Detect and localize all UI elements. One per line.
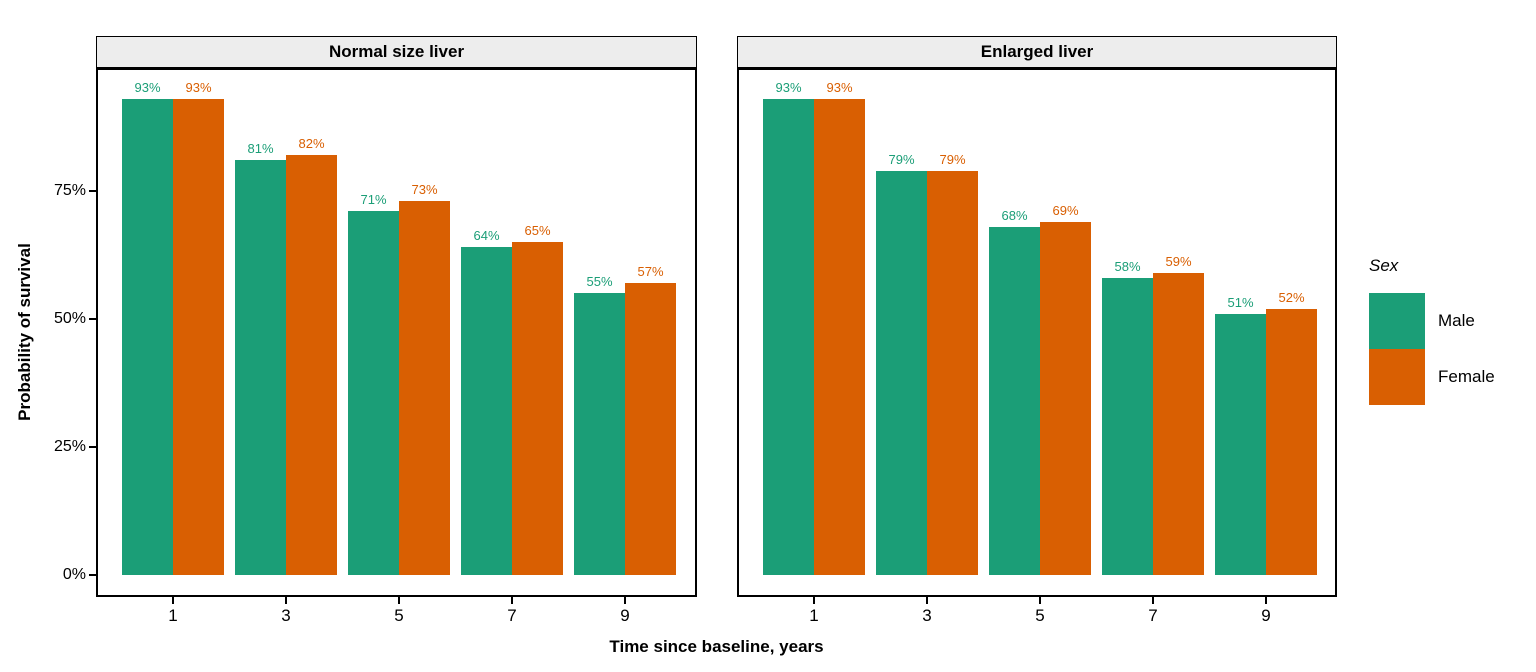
bar-male-year-3 [876, 171, 927, 575]
bar-value-label: 51% [1227, 295, 1254, 310]
x-tick-label: 9 [1261, 606, 1271, 625]
bar-male-year-3 [235, 160, 286, 575]
y-tick-mark [89, 446, 96, 448]
bar-female-year-1 [814, 99, 865, 575]
bar-female-year-3 [927, 171, 978, 575]
bar-male-year-7 [1102, 278, 1153, 575]
y-tick-label: 0% [62, 566, 86, 583]
legend-entry-female: Female [1369, 349, 1495, 405]
bar-male-year-9 [1215, 314, 1266, 575]
bar-value-label: 81% [247, 141, 274, 156]
y-tick-label: 75% [53, 182, 86, 199]
plot-panel: 93% 93% 79% 79% 68% 69% 58% 59% 51% 52% [737, 68, 1337, 597]
bar-value-label: 93% [134, 80, 161, 95]
x-tick-mark [1152, 597, 1154, 604]
facet-enlarged-liver: Enlarged liver 93% 93% 79% 79% 68% 69% 58% 59% 5… [737, 36, 1337, 636]
legend-label: Female [1438, 367, 1495, 386]
bar-value-label: 68% [1001, 208, 1028, 223]
x-tick-mark [624, 597, 626, 604]
y-tick-mark [89, 574, 96, 576]
y-tick-label: 25% [53, 438, 86, 455]
x-tick-mark [285, 597, 287, 604]
x-tick-label: 1 [809, 606, 819, 625]
x-axis: 1 3 5 7 9 [737, 597, 1337, 637]
bar-male-year-5 [348, 211, 399, 575]
bar-value-label: 55% [586, 274, 613, 289]
legend-keys: Male Female [1369, 293, 1495, 405]
facet-strip: Normal size liver [96, 36, 697, 68]
bar-female-year-1 [173, 99, 224, 575]
x-tick-mark [1039, 597, 1041, 604]
legend-title: Sex [1369, 256, 1399, 275]
x-tick-label: 9 [620, 606, 630, 625]
bar-female-year-3 [286, 155, 337, 575]
bar-value-label: 59% [1165, 254, 1192, 269]
y-tick-label: 50% [53, 310, 86, 327]
bar-female-year-9 [625, 283, 676, 575]
facet-strip-label: Enlarged liver [980, 42, 1094, 61]
x-tick-mark [398, 597, 400, 604]
legend-label: Male [1438, 311, 1475, 330]
facet-strip: Enlarged liver [737, 36, 1337, 68]
facet-normal-size-liver: Normal size liver 93% 93% 81% 82% 71% 73% 64% 6… [96, 36, 697, 636]
y-tick-mark [89, 318, 96, 320]
plot-panel: 93% 93% 81% 82% 71% 73% 64% 65% 55% 57% [96, 68, 697, 597]
x-tick-label: 7 [1148, 606, 1158, 625]
bar-value-label: 73% [411, 182, 438, 197]
bar-value-label: 93% [826, 80, 853, 95]
bar-female-year-7 [1153, 273, 1204, 575]
x-tick-label: 3 [922, 606, 932, 625]
x-tick-mark [926, 597, 928, 604]
x-axis-title: Time since baseline, years [609, 637, 824, 656]
x-tick-label: 1 [168, 606, 178, 625]
x-tick-mark [511, 597, 513, 604]
bar-value-label: 52% [1278, 290, 1305, 305]
x-tick-label: 5 [394, 606, 404, 625]
bar-value-label: 93% [185, 80, 212, 95]
bar-value-label: 79% [888, 152, 915, 167]
x-tick-label: 5 [1035, 606, 1045, 625]
bar-value-label: 65% [524, 223, 551, 238]
bar-male-year-1 [122, 99, 173, 575]
x-tick-mark [172, 597, 174, 604]
legend-entry-male: Male [1369, 293, 1495, 349]
legend-swatch-male [1369, 293, 1425, 349]
bar-value-label: 57% [637, 264, 664, 279]
bar-male-year-1 [763, 99, 814, 575]
y-tick-mark [89, 190, 96, 192]
bar-female-year-5 [1040, 222, 1091, 575]
facet-strip-label: Normal size liver [328, 42, 465, 61]
bar-female-year-9 [1266, 309, 1317, 575]
bar-value-label: 64% [473, 228, 500, 243]
bar-value-label: 58% [1114, 259, 1141, 274]
x-axis: 1 3 5 7 9 [96, 597, 697, 637]
bar-value-label: 71% [360, 192, 387, 207]
legend: Sex Male Female [1369, 256, 1495, 405]
x-tick-label: 3 [281, 606, 291, 625]
bar-value-label: 93% [775, 80, 802, 95]
legend-swatch-female [1369, 349, 1425, 405]
x-tick-label: 7 [507, 606, 517, 625]
bar-male-year-5 [989, 227, 1040, 575]
bar-female-year-5 [399, 201, 450, 575]
x-tick-mark [813, 597, 815, 604]
bar-value-label: 69% [1052, 203, 1079, 218]
bar-male-year-9 [574, 293, 625, 575]
bar-male-year-7 [461, 247, 512, 575]
x-tick-mark [1265, 597, 1267, 604]
bar-value-label: 79% [939, 152, 966, 167]
bar-female-year-7 [512, 242, 563, 575]
bar-value-label: 82% [298, 136, 325, 151]
